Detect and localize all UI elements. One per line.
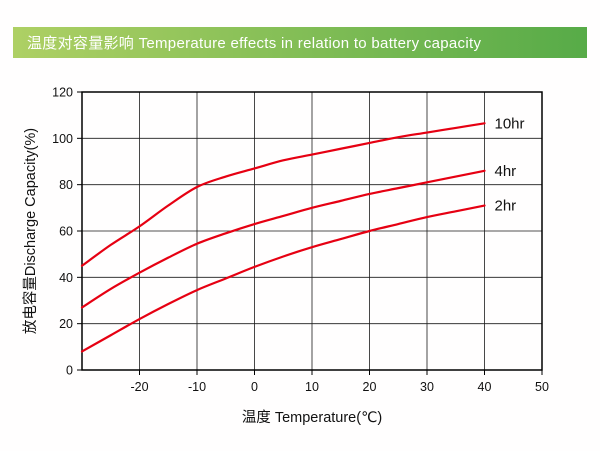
x-tick-label: -20 bbox=[130, 380, 148, 394]
x-tick-label: 10 bbox=[305, 380, 319, 394]
y-tick-label: 0 bbox=[66, 364, 73, 378]
y-tick-label: 40 bbox=[59, 271, 73, 285]
chart-title: 温度对容量影响 Temperature effects in relation … bbox=[27, 35, 482, 52]
y-tick-label: 20 bbox=[59, 317, 73, 331]
series-line-2hr bbox=[80, 204, 486, 353]
x-axis-title: 温度 Temperature(℃) bbox=[242, 409, 382, 426]
chart-title-banner: 温度对容量影响 Temperature effects in relation … bbox=[13, 27, 587, 58]
x-tick-label: 20 bbox=[363, 380, 377, 394]
x-tick-label: 50 bbox=[535, 380, 549, 394]
y-tick-label: 100 bbox=[52, 132, 73, 146]
series-line-4hr bbox=[80, 169, 486, 309]
series-label-10hr: 10hr bbox=[495, 115, 525, 132]
x-tick-label: -10 bbox=[188, 380, 206, 394]
series-line-10hr bbox=[80, 122, 486, 267]
series-label-4hr: 4hr bbox=[495, 163, 517, 180]
x-tick-label: 0 bbox=[251, 380, 258, 394]
series-label-2hr: 2hr bbox=[495, 198, 517, 215]
y-axis-title: 放电容量Discharge Capacity(%) bbox=[22, 128, 39, 334]
chart-area: -20 -10 0 10 20 30 40 50 0 20 40 60 80 100 120 10hr 4hr 2… bbox=[18, 78, 578, 448]
x-tick-label: 40 bbox=[478, 380, 492, 394]
y-tick-label: 80 bbox=[59, 178, 73, 192]
x-tick-label: 30 bbox=[420, 380, 434, 394]
y-tick-label: 120 bbox=[52, 86, 73, 100]
y-tick-label: 60 bbox=[59, 225, 73, 239]
chart-svg: -20 -10 0 10 20 30 40 50 0 20 40 60 80 100 120 10hr 4hr 2… bbox=[22, 86, 549, 427]
